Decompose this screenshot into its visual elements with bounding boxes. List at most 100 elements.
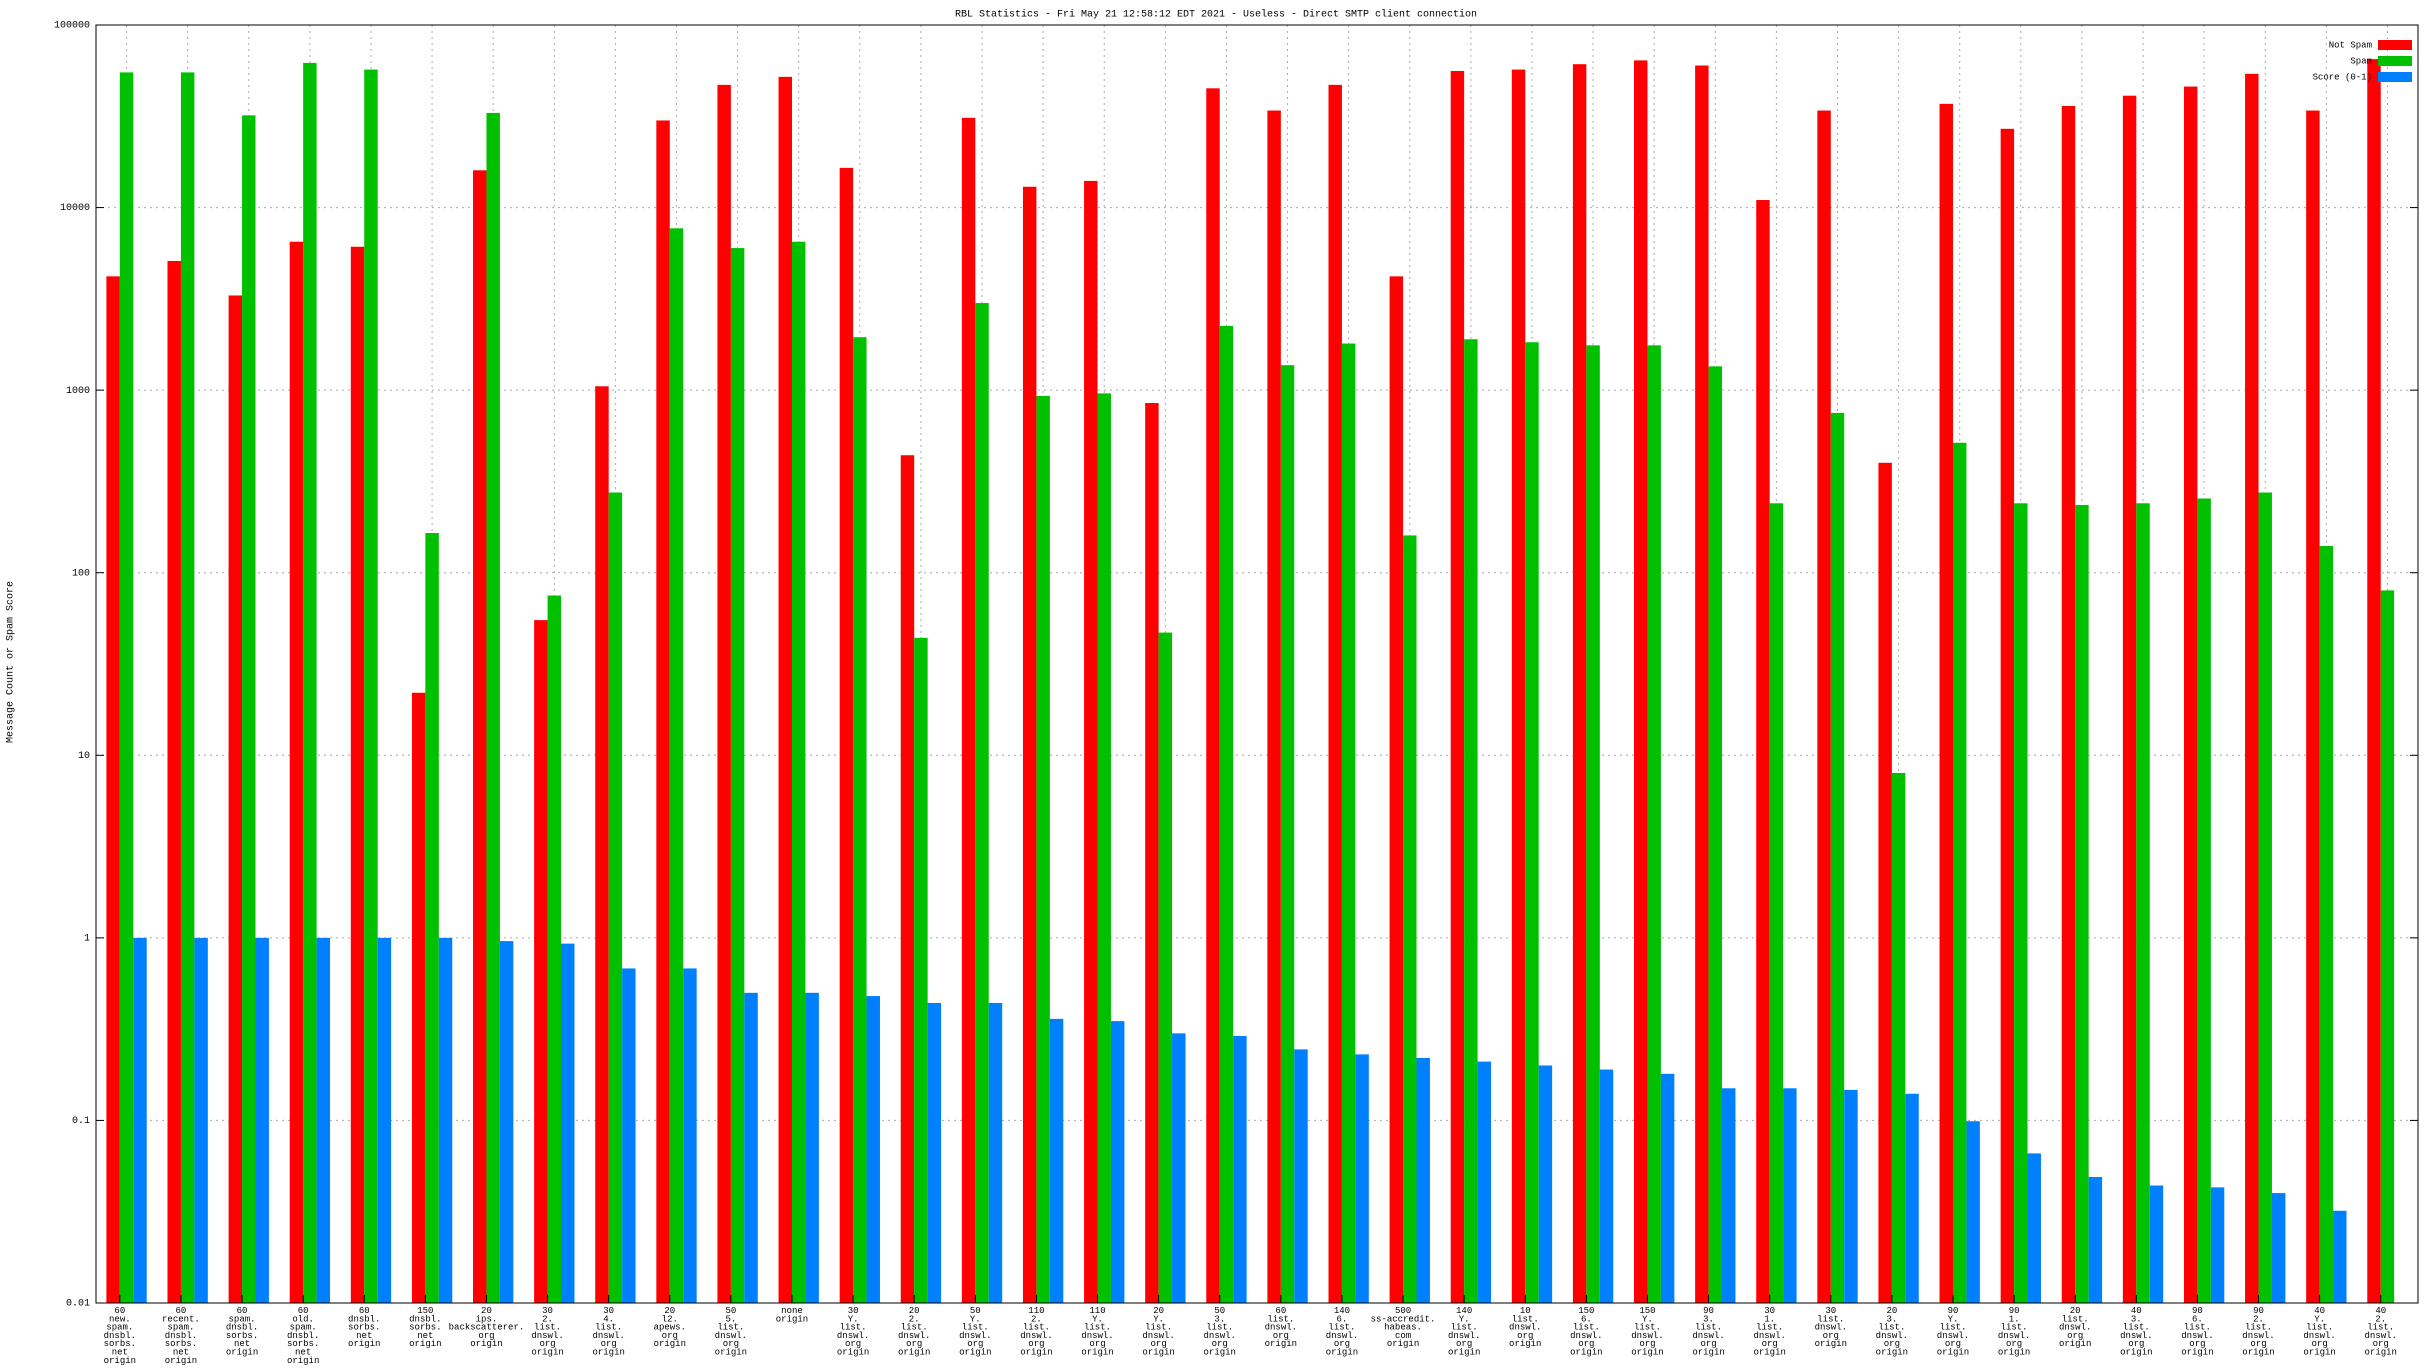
x-tick-label-line: org [2250, 1339, 2266, 1349]
x-tick-label-line: origin [898, 1348, 930, 1358]
x-tick-label-line: list. [2062, 1314, 2089, 1324]
x-tick-label-line: origin [776, 1314, 808, 1324]
x-tick-label-line: dnswl. [898, 1331, 930, 1341]
x-tick-label-line: Y. [1642, 1314, 1653, 1324]
x-tick-label-line: origin [1937, 1348, 1969, 1358]
x-tick-label-line: origin [959, 1348, 991, 1358]
bar [1511, 69, 1526, 1303]
x-tick-label-line: 6. [1581, 1314, 1592, 1324]
legend-swatch [2378, 40, 2412, 50]
x-tick-label-line: 3. [1886, 1314, 1897, 1324]
y-tick-label: 1 [84, 933, 90, 944]
x-tick-label-line: new. [109, 1314, 131, 1324]
x-tick-label-line: origin [1753, 1348, 1785, 1358]
x-tick-label-line: Y. [1948, 1314, 1959, 1324]
bar [1036, 395, 1050, 1303]
x-tick-label-line: origin [2120, 1348, 2152, 1358]
bar [1022, 186, 1037, 1303]
x-tick-label-line: 20 [664, 1306, 675, 1316]
x-tick-label-line: dnswl. [2242, 1331, 2274, 1341]
x-tick-label-line: org [1639, 1339, 1655, 1349]
y-tick-label: 10 [78, 751, 90, 762]
x-tick-label-line: 2. [2253, 1314, 2264, 1324]
x-tick-label-line: list. [2306, 1323, 2333, 1333]
x-tick-label-line: origin [715, 1348, 747, 1358]
x-tick-label: 30 2. list. dnswl. org origin [531, 1306, 563, 1358]
x-tick-label-line: 50 [725, 1306, 736, 1316]
x-tick-label-line: 30 [1764, 1306, 1775, 1316]
x-tick-label-line: origin [837, 1348, 869, 1358]
x-tick-label-line: dnswl. [1081, 1331, 1113, 1341]
bar [1695, 65, 1709, 1303]
bar [1891, 772, 1906, 1303]
x-tick-label-line: origin [409, 1339, 441, 1349]
bar [180, 72, 195, 1304]
x-tick-label-line: net [173, 1348, 189, 1358]
x-tick-label-line: org [723, 1339, 739, 1349]
x-tick-label-line: spam. [229, 1314, 256, 1324]
bar [1294, 1049, 1308, 1303]
x-tick-label-line: 20 [1153, 1306, 1164, 1316]
bar [289, 241, 304, 1303]
x-tick-label: 40 Y. list. dnswl. org origin [2303, 1306, 2335, 1358]
bar [1158, 632, 1173, 1303]
x-tick-label-line: origin [1387, 1339, 1419, 1349]
bar [194, 937, 208, 1303]
bar [744, 992, 758, 1303]
x-tick-label-line: list. [1206, 1323, 1233, 1333]
x-tick-label-line: 40 [2131, 1306, 2142, 1316]
x-tick-label-line: list. [2245, 1323, 2272, 1333]
x-tick-label-line: origin [2181, 1348, 2213, 1358]
x-tick-label-line: 20 [909, 1306, 920, 1316]
bar [1172, 1033, 1186, 1303]
bar [1267, 110, 1281, 1303]
bar [106, 276, 120, 1303]
x-tick-label-line: dnsbl. [226, 1323, 258, 1333]
x-tick-label-line: dnswl. [1204, 1331, 1236, 1341]
x-tick-label: 30 4. list. dnswl. org origin [592, 1306, 624, 1358]
x-tick-label-line: dnswl. [1815, 1323, 1847, 1333]
x-tick-label-line: 3. [1703, 1314, 1714, 1324]
legend-swatch [2378, 72, 2412, 82]
x-tick-label-line: dnswl. [837, 1331, 869, 1341]
x-tick-label-line: origin [1142, 1348, 1174, 1358]
bar [2027, 1153, 2041, 1303]
x-tick-label-line: dnswl. [1631, 1331, 1663, 1341]
x-tick-label-line: org [2373, 1339, 2389, 1349]
x-tick-label-line: org [1212, 1339, 1228, 1349]
x-tick-label-line: list. [1267, 1314, 1294, 1324]
x-tick-label-line: list. [1451, 1323, 1478, 1333]
bar [1572, 64, 1587, 1304]
x-tick-label-line: 140 [1334, 1306, 1350, 1316]
bar [438, 937, 453, 1303]
x-tick-label-line: 3. [2131, 1314, 2142, 1324]
x-tick-label-line: dnswl. [715, 1331, 747, 1341]
bar [608, 492, 623, 1303]
x-tick-label: 140 6. list. dnswl. org origin [1326, 1306, 1358, 1358]
x-tick-label-line: 4. [603, 1314, 614, 1324]
bar [1110, 1021, 1125, 1303]
x-tick-label-line: sorbs. [104, 1339, 136, 1349]
x-tick-label-line: list. [1939, 1323, 1966, 1333]
bar [2061, 106, 2076, 1304]
x-tick-label-line: net [417, 1331, 433, 1341]
x-tick-label: 50 5. list. dnswl. org origin [715, 1306, 747, 1358]
x-tick-label: 60 recent. spam. dnsbl. sorbs. net origin [162, 1306, 200, 1366]
x-tick-label-line: dnsbl. [409, 1314, 441, 1324]
x-tick-label-line: 20 [1886, 1306, 1897, 1316]
bar [669, 228, 684, 1304]
bar [119, 72, 134, 1304]
x-tick-label: 50 3. list. dnswl. org origin [1204, 1306, 1236, 1358]
x-tick-label-line: sorbs. [287, 1339, 319, 1349]
x-tick-label-line: origin [1815, 1339, 1847, 1349]
x-tick-label-line: sorbs. [165, 1339, 197, 1349]
x-tick-label-line: 40 [2375, 1306, 2386, 1316]
x-tick-label: 150 6. list. dnswl. org origin [1570, 1306, 1602, 1358]
x-tick-label-line: old. [292, 1314, 314, 1324]
x-tick-label: 60 new. spam. dnsbl. sorbs. net origin [104, 1306, 136, 1366]
x-tick-label-line: list. [901, 1323, 928, 1333]
bar [2319, 546, 2334, 1303]
x-tick-label: 110 2. list. dnswl. org origin [1020, 1306, 1052, 1358]
x-tick-label-line: org [1578, 1339, 1594, 1349]
x-tick-label-line: list. [962, 1323, 989, 1333]
